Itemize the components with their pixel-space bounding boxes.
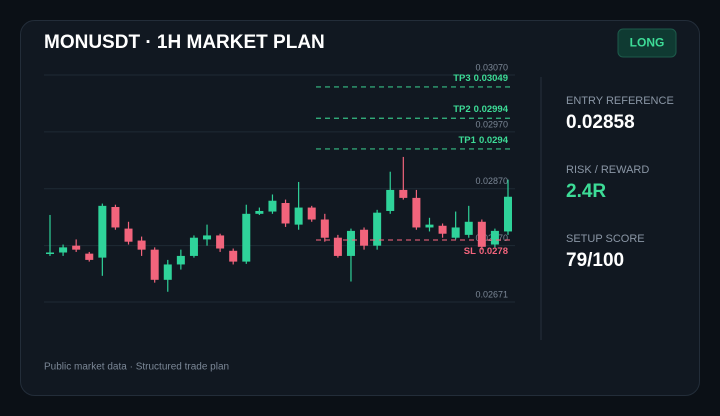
candle-body: [360, 229, 369, 246]
stat-label: ENTRY REFERENCE: [566, 95, 674, 107]
candle-body: [150, 249, 159, 280]
candle-body: [438, 225, 447, 234]
candle-body: [59, 247, 68, 253]
candle-body: [490, 230, 499, 245]
candle-body: [504, 196, 512, 232]
candle-body: [137, 240, 146, 250]
footer: Public market data · Structured trade pl…: [44, 362, 229, 373]
y-tick-label: 0.02870: [475, 176, 508, 186]
candle-body: [346, 230, 355, 256]
stat-label: RISK / REWARD: [566, 164, 649, 176]
stat-label: SETUP SCORE: [566, 233, 645, 245]
badge-text: LONG: [630, 36, 665, 50]
stats: ENTRY REFERENCE 0.02858 RISK / REWARD 2.4R S…: [566, 95, 674, 271]
level-label: SL 0.0278: [464, 246, 508, 257]
stat-value: 79/100: [566, 250, 624, 271]
card: [20, 20, 700, 396]
candle-body: [46, 252, 54, 255]
level-value: 0.02994: [474, 104, 509, 115]
candle-body: [307, 207, 316, 220]
candle-body: [203, 235, 212, 240]
level-label: TP2 0.02994: [453, 104, 508, 115]
level-label: TP3 0.03049: [453, 72, 508, 83]
candle-body: [124, 228, 133, 242]
candle-body: [163, 264, 172, 280]
candle-body: [255, 210, 264, 214]
candle-body: [412, 197, 421, 228]
candle-body: [464, 221, 473, 235]
level-name: TP1: [459, 134, 477, 145]
candle-body: [216, 235, 225, 249]
level-name: SL: [464, 246, 476, 257]
level-value: 0.03049: [474, 72, 508, 83]
y-tick-label: 0.03070: [475, 62, 508, 72]
candle-body: [320, 219, 329, 238]
candle-body: [281, 203, 290, 224]
plot: 0.026710.027700.028700.029700.03070TP30.…: [44, 62, 515, 303]
candle-body: [242, 213, 251, 262]
candle-body: [477, 221, 486, 247]
candle-body: [85, 253, 94, 260]
candle-body: [98, 205, 107, 258]
candle-body: [386, 189, 395, 211]
level-value: 0.0278: [479, 246, 508, 257]
title: MONUSDT · 1H MARKET PLAN: [44, 32, 325, 53]
level-value: 0.0294: [479, 134, 509, 145]
candle-body: [451, 227, 460, 238]
stat-value: 0.02858: [566, 112, 635, 133]
y-tick-label: 0.02671: [475, 289, 508, 299]
badge: [617, 28, 677, 58]
candle-body: [268, 200, 277, 212]
candle-body: [189, 237, 198, 256]
candle-body: [72, 245, 81, 250]
candle-body: [176, 255, 185, 265]
candle-body: [294, 207, 303, 225]
y-tick-label: 0.02970: [475, 119, 508, 129]
candle-body: [373, 212, 382, 246]
level-label: TP1 0.0294: [459, 134, 509, 145]
candle-body: [425, 224, 434, 228]
candle-body: [229, 250, 238, 262]
candle-body: [333, 237, 342, 256]
candle-body: [399, 189, 408, 198]
candle-body: [111, 206, 120, 228]
level-name: TP3: [453, 72, 470, 83]
level-name: TP2: [453, 104, 470, 115]
stat-value: 2.4R: [566, 181, 606, 202]
